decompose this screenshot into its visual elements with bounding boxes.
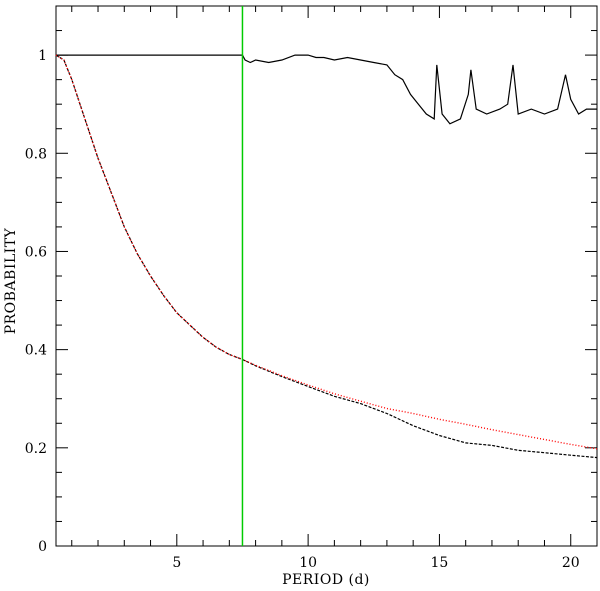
x-tick-label: 15 [431, 555, 449, 571]
y-tick-label: 0.4 [25, 343, 47, 359]
series-line-2 [55, 54, 598, 459]
y-tick-label: 0 [38, 539, 47, 555]
x-tick-labels: 5 10 15 20 [172, 555, 579, 571]
series-line-3 [55, 54, 598, 450]
x-tick-label: 20 [562, 555, 580, 571]
y-tick-label: 0.6 [25, 244, 47, 260]
y-tick-label: 0.8 [25, 146, 47, 162]
x-tick-label: 5 [172, 555, 181, 571]
y-tick-label: 1 [38, 48, 47, 64]
series-layer [55, 54, 598, 459]
minor-ticks [56, 6, 598, 546]
y-tick-labels: 0 0.2 0.4 0.6 0.8 1 [25, 48, 47, 555]
major-ticks [56, 6, 597, 547]
y-axis-title: PROBABILITY [3, 227, 19, 334]
x-axis-title: PERIOD (d) [282, 572, 370, 588]
y-tick-label: 0.2 [25, 441, 47, 457]
x-tick-label: 10 [299, 555, 317, 571]
series-line-1 [56, 54, 597, 125]
